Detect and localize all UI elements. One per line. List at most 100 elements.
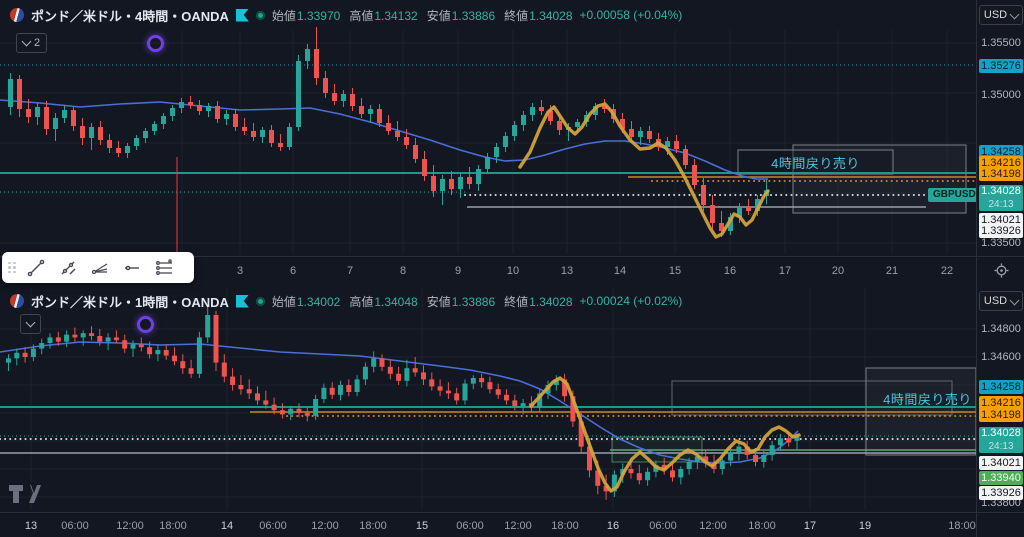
time-axis-label: 18:00 (359, 519, 387, 532)
candlestick (97, 336, 103, 342)
candlestick (395, 131, 400, 137)
price-axis-label: 1.33926 (979, 224, 1023, 238)
candlestick (404, 137, 409, 145)
pane1-symbol-title[interactable]: ポンド／米ドル・4時間・OANDA (31, 8, 229, 24)
candlestick (485, 157, 490, 169)
bar-countdown: 24:13 (988, 199, 1014, 210)
axis-settings-corner[interactable] (976, 256, 1024, 284)
candlestick (422, 159, 427, 176)
price-axis-label: 1.33500 (981, 237, 1021, 249)
candlestick (530, 107, 535, 115)
currency-selector-pane1[interactable]: USD (979, 5, 1023, 25)
hand-drawn-zigzag[interactable] (529, 376, 801, 493)
zone-box[interactable] (671, 380, 953, 416)
replay-ring-icon[interactable] (147, 35, 164, 52)
candlestick (670, 470, 675, 478)
price-axis-label: 1.34216 (979, 156, 1023, 170)
hand-drawn-zigzag[interactable] (518, 102, 770, 239)
candlestick (665, 141, 670, 147)
price-axis-label: 1.34800 (981, 323, 1021, 335)
gear-icon[interactable] (993, 263, 1009, 278)
current-price-badge: 1.34028 24:13 (979, 427, 1023, 453)
chevron-down-icon (21, 36, 32, 47)
toolbar-drag-handle[interactable] (8, 261, 16, 274)
horizontal-rays-tool-icon[interactable] (149, 254, 179, 281)
candlestick (230, 376, 236, 385)
candlestick (587, 446, 592, 471)
pane2-symbol-title[interactable]: ポンド／米ドル・1時間・OANDA (31, 294, 229, 310)
price-axis-label: 1.35000 (981, 89, 1021, 101)
candlestick (143, 131, 148, 138)
candlestick (341, 94, 346, 101)
candlestick (89, 127, 94, 138)
price-axis-label: 1.34021 (979, 213, 1023, 227)
candlestick (107, 140, 112, 148)
pane1-collapse-button[interactable]: 2 (16, 33, 48, 53)
bottom-right-corner (976, 512, 1024, 537)
high-value: 1.34048 (374, 294, 418, 309)
chevron-down-icon (25, 317, 36, 328)
close-value: 1.34028 (529, 294, 573, 309)
candlestick (269, 130, 274, 143)
candlestick (62, 110, 67, 118)
candlestick (462, 383, 468, 401)
fan-lines-tool-icon[interactable] (85, 254, 115, 281)
time-axis-label: 06:00 (649, 519, 677, 532)
candlestick (14, 352, 20, 359)
candlestick (458, 177, 463, 189)
candlestick (761, 455, 767, 462)
currency-selector-pane2[interactable]: USD (979, 291, 1023, 311)
candlestick (710, 205, 715, 223)
candlestick (575, 122, 580, 127)
pane2-collapse-button[interactable] (20, 314, 41, 334)
time-axis-label: 19 (858, 519, 872, 532)
candlestick (147, 347, 153, 355)
ray-tool-icon[interactable] (53, 254, 83, 281)
candlestick (440, 179, 445, 191)
indicator-count: 2 (34, 37, 41, 49)
candlestick (6, 358, 11, 363)
candlestick (645, 471, 651, 481)
candlestick (694, 456, 700, 462)
replay-ring-icon[interactable] (137, 316, 154, 333)
price-axis-label: 1.34198 (979, 408, 1023, 422)
candlestick (47, 337, 53, 343)
pane2-plot[interactable] (0, 288, 976, 510)
candlestick (196, 337, 202, 374)
candlestick (487, 382, 493, 390)
time-axis-label: 3 (236, 264, 244, 277)
candlestick (467, 177, 472, 184)
trend-line-tool-icon[interactable] (21, 254, 51, 281)
candlestick (454, 393, 460, 401)
time-axis-label: 16 (606, 519, 620, 532)
zone-label-4h-sell[interactable]: 4時間戻り売り (771, 156, 860, 171)
zone-box[interactable] (737, 149, 894, 175)
time-axis-label: 18:00 (748, 519, 776, 532)
candlestick (329, 387, 335, 395)
price-axis-label: 1.33800 (981, 497, 1021, 509)
candlestick (578, 421, 584, 447)
candlestick (737, 207, 742, 217)
market-status-icon (255, 296, 265, 306)
price-axis-label: 1.34600 (981, 351, 1021, 363)
pane1-plot[interactable] (0, 27, 976, 254)
zone-label-4h-sell[interactable]: 4時間戻り売り (883, 392, 972, 407)
candlestick (238, 385, 244, 390)
candlestick (786, 438, 792, 443)
candlestick (553, 379, 559, 385)
time-axis-label: 17 (803, 519, 817, 532)
horizontal-line-tool-icon[interactable] (117, 254, 147, 281)
tradingview-logo-icon (235, 8, 249, 22)
price-axis-label: 1.34021 (979, 456, 1023, 470)
candlestick (332, 93, 337, 101)
candlestick (221, 362, 227, 377)
time-axis-label: 15 (668, 264, 682, 277)
candlestick (134, 138, 139, 146)
candlestick (512, 400, 518, 406)
time-axis-pane2[interactable]: 13 06:00 12:00 18:00 14 06:00 12:00 18:00 15 06:0… (0, 512, 976, 537)
candlestick (521, 115, 526, 125)
candlestick (602, 106, 607, 109)
candlestick (271, 404, 277, 411)
candlestick (188, 102, 193, 105)
candlestick (215, 106, 220, 119)
